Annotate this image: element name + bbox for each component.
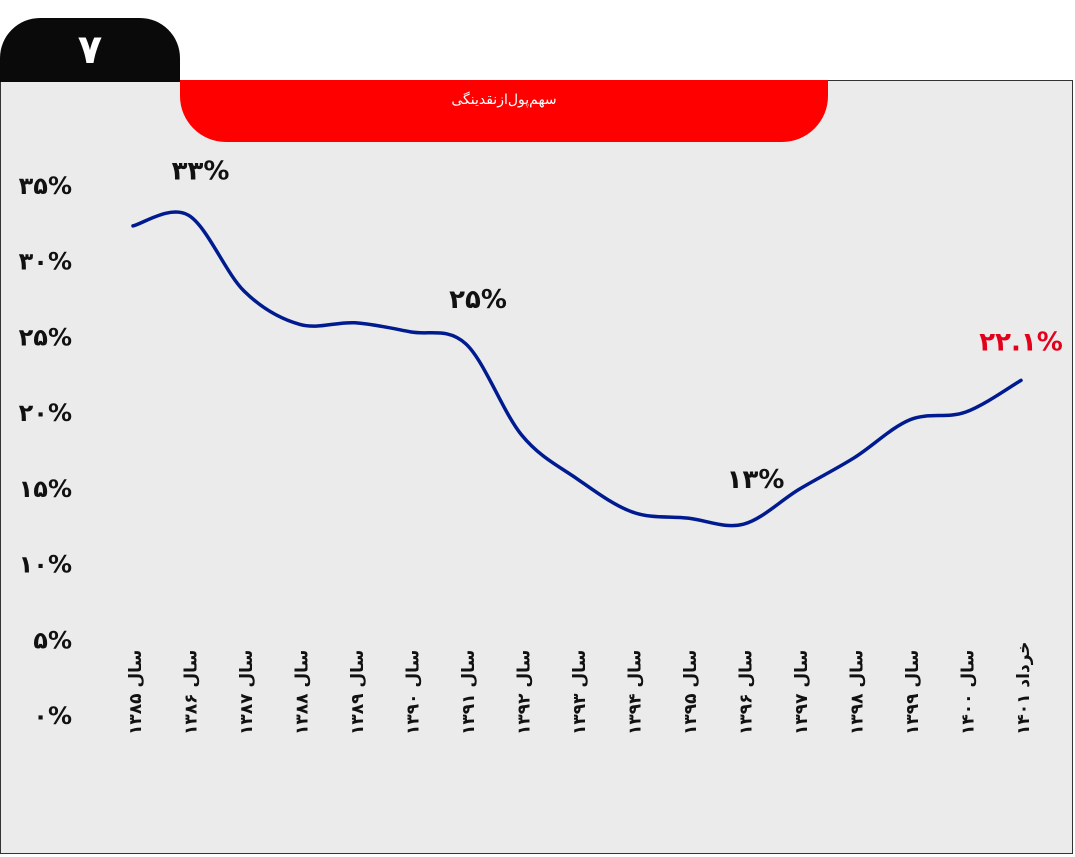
data-label: ۲۵% <box>449 285 507 315</box>
x-tick-label: سال ۱۳۸۸ <box>293 650 313 735</box>
chart-panel <box>0 80 1073 854</box>
y-tick-label: ۵% <box>33 626 72 654</box>
x-tick-label: سال ۱۳۸۹ <box>348 650 368 735</box>
x-tick-label: سال ۱۳۹۸ <box>848 650 868 735</box>
x-tick-label: سال ۱۳۸۷ <box>237 650 257 735</box>
highlight-data-label: ۲۲.۱% <box>979 327 1063 357</box>
y-tick-label: ۱۵% <box>19 475 72 503</box>
figure-number-badge: ۷ <box>0 18 180 82</box>
x-tick-label: سال ۱۴۰۰ <box>959 650 979 735</box>
y-tick-label: ۳۰% <box>19 248 72 276</box>
data-label: ۱۳% <box>727 465 785 495</box>
x-tick-label: خرداد ۱۴۰۱ <box>1014 641 1034 735</box>
x-tick-label: سال ۱۳۹۹ <box>903 650 923 735</box>
y-tick-label: ۲۵% <box>19 323 72 351</box>
y-tick-label: ۲۰% <box>19 399 72 427</box>
x-tick-label: سال ۱۳۹۰ <box>404 650 424 735</box>
chart-title: سهم‌پول‌ازنقدینگی <box>180 80 828 142</box>
x-tick-label: سال ۱۳۹۷ <box>792 650 812 735</box>
x-tick-label: سال ۱۳۹۱ <box>459 650 479 735</box>
y-tick-label: ۳۵% <box>19 172 72 200</box>
x-tick-label: سال ۱۳۸۶ <box>182 650 202 735</box>
data-label: ۳۳% <box>172 156 230 186</box>
y-tick-label: ۱۰% <box>19 551 72 579</box>
x-tick-label: سال ۱۳۹۲ <box>515 650 535 735</box>
y-tick-label: ۰% <box>33 702 72 730</box>
series-line <box>131 210 1023 528</box>
x-tick-label: سال ۱۳۹۴ <box>626 650 646 735</box>
x-tick-label: سال ۱۳۸۵ <box>126 650 146 735</box>
x-tick-label: سال ۱۳۹۳ <box>570 650 590 735</box>
x-tick-label: سال ۱۳۹۶ <box>737 650 757 735</box>
x-tick-label: سال ۱۳۹۵ <box>681 650 701 735</box>
